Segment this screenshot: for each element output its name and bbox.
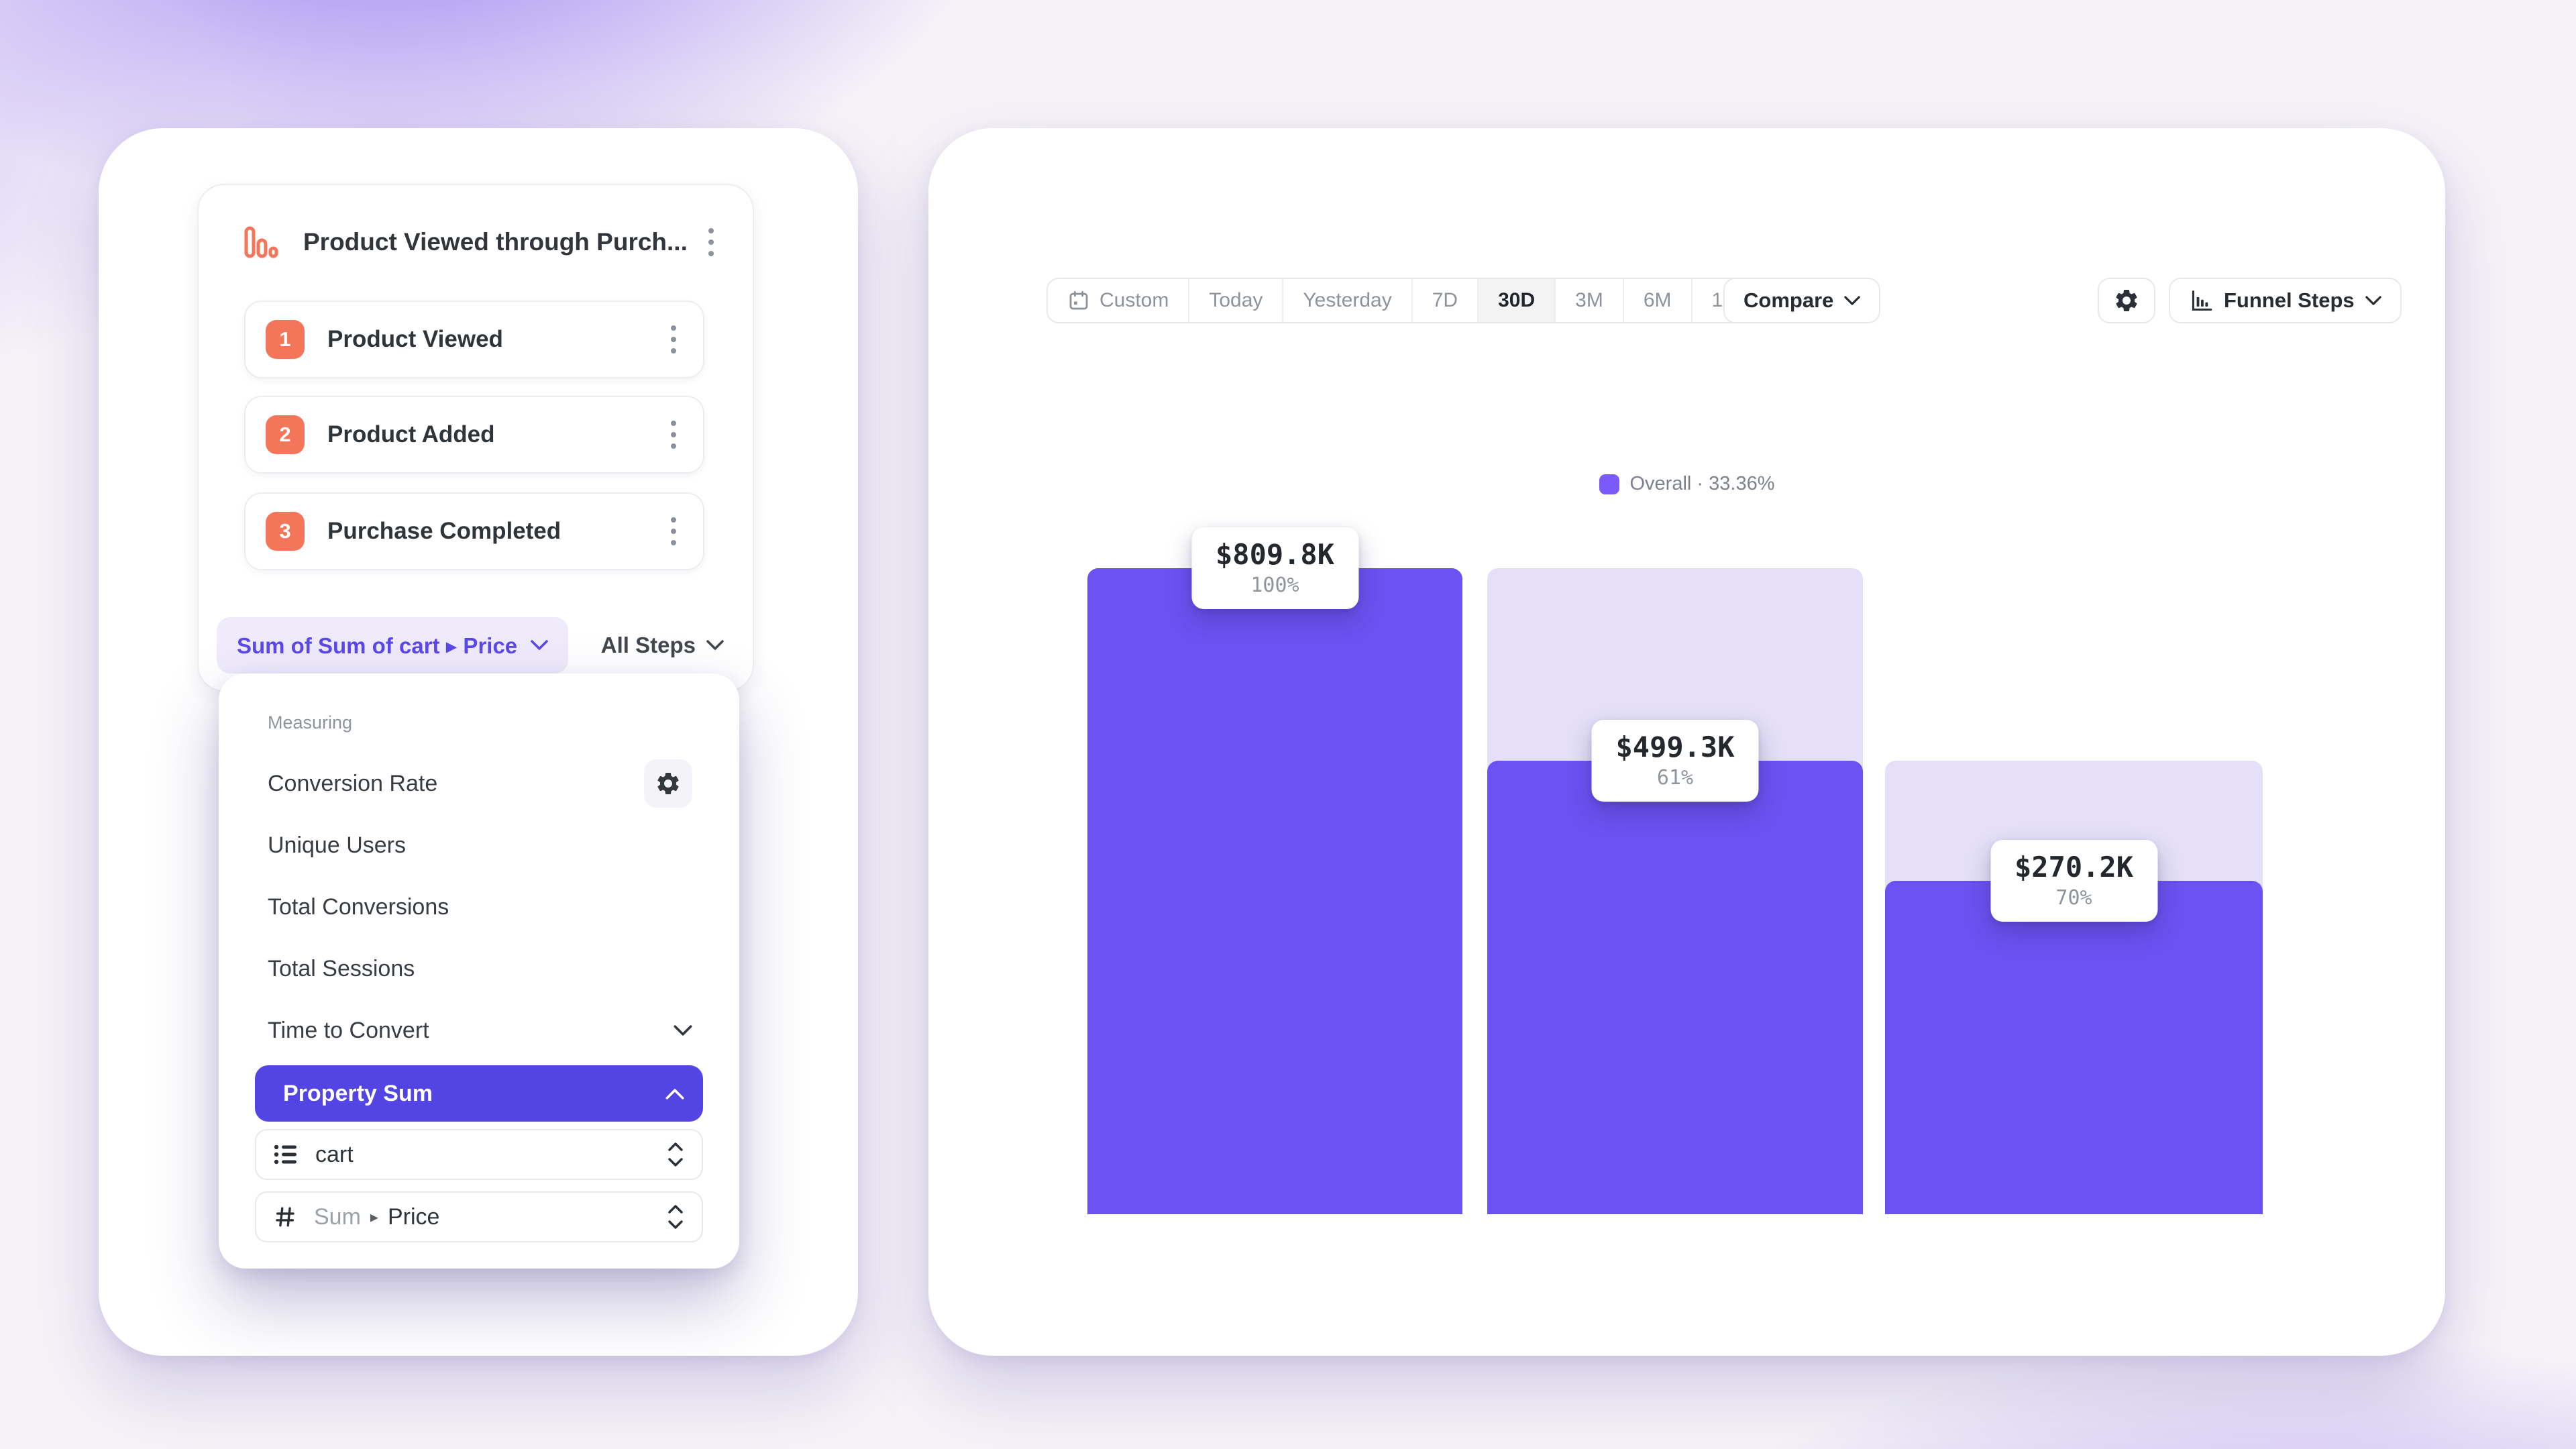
measuring-dropdown: Measuring Conversion Rate Unique Users T… <box>219 674 739 1269</box>
measuring-option-total-conversions[interactable]: Total Conversions <box>268 894 449 920</box>
chart-type-button[interactable]: Funnel Steps <box>2169 278 2402 323</box>
measuring-header: Measuring <box>268 712 353 733</box>
chart-settings-button[interactable] <box>2098 278 2155 323</box>
range-segment[interactable]: 7D <box>1411 279 1477 322</box>
funnel-chart-icon <box>241 223 279 261</box>
aggregation-select-value: Sum ▸ Price <box>314 1203 440 1230</box>
step-menu-button[interactable] <box>664 511 683 552</box>
bar-value-tooltip: $499.3K 61% <box>1591 719 1759 802</box>
builder-header: Product Viewed through Purch... <box>199 185 753 299</box>
chevron-down-icon <box>531 640 548 650</box>
bar-value: $499.3K <box>1615 730 1735 763</box>
measurement-row: Sum of Sum of cart ▸ Price All Steps <box>217 617 735 674</box>
range-segment[interactable]: Yesterday <box>1282 279 1411 322</box>
bar-fill: $270.2K 70% <box>1885 840 2263 1214</box>
funnel-bar-product-viewed[interactable]: $809.8K 100% <box>1087 527 1462 1214</box>
chevron-down-icon <box>674 1024 692 1036</box>
bar-fill: $499.3K 61% <box>1487 719 1863 1214</box>
bar-percent: 100% <box>1250 574 1299 597</box>
updown-selector-icon <box>668 1142 683 1167</box>
bar-value: $270.2K <box>2014 851 2134 884</box>
legend-label: Overall · 33.36% <box>1629 473 1775 494</box>
funnel-steps-icon <box>2192 290 2212 311</box>
step-label: Product Added <box>327 421 495 447</box>
chevron-down-icon <box>2365 295 2381 305</box>
all-steps-label: All Steps <box>600 633 696 657</box>
bar-fill: $809.8K 100% <box>1087 527 1462 1214</box>
conversion-rate-settings-button[interactable] <box>644 759 692 808</box>
step-number-badge: 1 <box>266 320 305 359</box>
chevron-down-icon <box>706 640 724 650</box>
range-segment[interactable]: 6M <box>1622 279 1691 322</box>
measuring-option-total-sessions[interactable]: Total Sessions <box>268 955 415 981</box>
step-number-badge: 2 <box>266 415 305 454</box>
report-title: Product Viewed through Purch... <box>303 228 688 256</box>
funnel-bar-purchase-completed[interactable]: $270.2K 70% <box>1885 568 2263 1214</box>
list-icon <box>274 1144 297 1165</box>
bar-value-tooltip: $809.8K 100% <box>1191 527 1359 609</box>
measuring-option-conversion-rate[interactable]: Conversion Rate <box>219 753 739 814</box>
range-segment[interactable]: Custom <box>1048 279 1188 322</box>
hash-icon <box>276 1207 294 1227</box>
date-range-segmented-control: Custom Today Yesterday 7D 30D 3M 6M 12M <box>1046 278 1772 323</box>
bar-percent: 61% <box>1656 765 1694 790</box>
compare-button[interactable]: Compare <box>1723 278 1881 323</box>
range-segment[interactable]: Today <box>1188 279 1282 322</box>
updown-selector-icon <box>668 1205 683 1229</box>
report-menu-button[interactable] <box>702 221 720 263</box>
funnel-chart-panel: Custom Today Yesterday 7D 30D 3M 6M 12M … <box>928 128 2445 1356</box>
measurement-label: Sum of Sum of cart ▸ Price <box>237 633 518 658</box>
bar-value-tooltip: $270.2K 70% <box>1990 840 2158 922</box>
aggregation-select[interactable]: Sum ▸ Price <box>255 1191 703 1242</box>
step-label: Product Viewed <box>327 326 503 352</box>
funnel-step-row[interactable]: 2 Product Added <box>244 396 704 474</box>
step-menu-button[interactable] <box>664 414 683 455</box>
property-select[interactable]: cart <box>255 1129 703 1180</box>
chevron-up-icon <box>665 1088 684 1099</box>
legend-swatch <box>1599 474 1619 494</box>
property-select-value: cart <box>315 1141 354 1167</box>
bar-percent: 70% <box>2055 886 2092 910</box>
gear-icon <box>657 773 679 794</box>
calendar-icon <box>1069 290 1088 310</box>
range-segment[interactable]: 30D <box>1477 279 1555 322</box>
funnel-builder-panel: Product Viewed through Purch... 1 Produc… <box>99 128 858 1356</box>
all-steps-dropdown[interactable]: All Steps <box>601 633 724 658</box>
funnel-bar-product-added[interactable]: $499.3K 61% <box>1487 568 1863 1214</box>
step-label: Purchase Completed <box>327 518 561 544</box>
measuring-option-unique-users[interactable]: Unique Users <box>268 832 406 858</box>
bar-value: $809.8K <box>1215 538 1335 571</box>
funnel-builder-card: Product Viewed through Purch... 1 Produc… <box>197 184 754 692</box>
step-number-badge: 3 <box>266 512 305 551</box>
funnel-step-row[interactable]: 3 Purchase Completed <box>244 492 704 570</box>
range-segment[interactable]: 3M <box>1554 279 1623 322</box>
step-menu-button[interactable] <box>664 319 683 360</box>
measuring-option-time-to-convert[interactable]: Time to Convert <box>219 1000 739 1061</box>
chart-legend: Overall · 33.36% <box>928 473 2445 495</box>
gear-icon <box>2116 289 2137 311</box>
chevron-down-icon <box>1844 295 1861 305</box>
measuring-option-property-sum-selected[interactable]: Property Sum <box>255 1065 703 1122</box>
funnel-step-row[interactable]: 1 Product Viewed <box>244 301 704 378</box>
measurement-dropdown-trigger[interactable]: Sum of Sum of cart ▸ Price <box>217 617 569 674</box>
